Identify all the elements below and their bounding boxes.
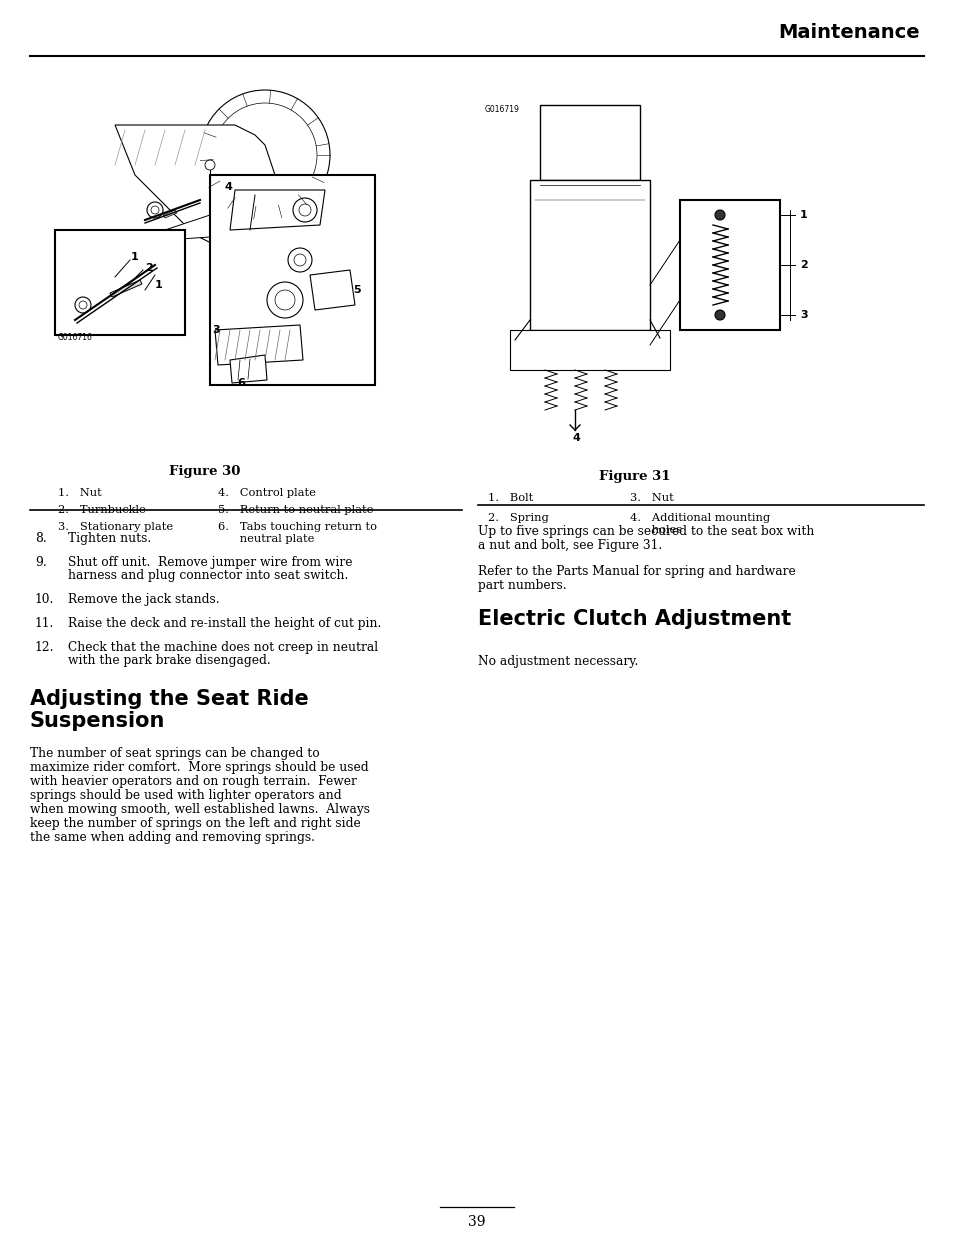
Polygon shape (165, 205, 250, 240)
Text: 2: 2 (800, 261, 807, 270)
Text: Electric Clutch Adjustment: Electric Clutch Adjustment (477, 609, 790, 629)
Text: Refer to the Parts Manual for spring and hardware: Refer to the Parts Manual for spring and… (477, 564, 795, 578)
Text: 12.: 12. (35, 641, 54, 655)
Polygon shape (310, 270, 355, 310)
Text: The number of seat springs can be changed to: The number of seat springs can be change… (30, 747, 319, 760)
Circle shape (151, 206, 159, 214)
Text: Maintenance: Maintenance (778, 23, 919, 42)
Circle shape (75, 296, 91, 312)
Text: Up to five springs can be secured to the seat box with: Up to five springs can be secured to the… (477, 525, 814, 538)
Polygon shape (230, 190, 325, 230)
Text: 1: 1 (154, 280, 163, 290)
Text: 10.: 10. (35, 593, 54, 606)
Text: 1: 1 (131, 252, 138, 262)
Text: 2: 2 (145, 263, 152, 273)
Text: 6.   Tabs touching return to: 6. Tabs touching return to (218, 522, 376, 532)
Circle shape (267, 282, 303, 317)
Text: No adjustment necessary.: No adjustment necessary. (477, 655, 638, 668)
Text: 4: 4 (225, 182, 233, 191)
Text: 6: 6 (236, 378, 245, 388)
Text: part numbers.: part numbers. (477, 579, 566, 592)
Text: 1: 1 (800, 210, 807, 220)
Text: holes: holes (629, 525, 681, 535)
Text: 3.   Stationary plate: 3. Stationary plate (58, 522, 172, 532)
Polygon shape (530, 180, 649, 330)
Text: 4.   Control plate: 4. Control plate (218, 488, 315, 498)
Text: G016716: G016716 (58, 333, 92, 342)
Circle shape (293, 198, 316, 222)
Text: neutral plate: neutral plate (218, 534, 314, 543)
Text: Check that the machine does not creep in neutral: Check that the machine does not creep in… (68, 641, 377, 655)
Text: with the park brake disengaged.: with the park brake disengaged. (68, 655, 271, 667)
Text: 9.: 9. (35, 556, 47, 569)
Polygon shape (210, 175, 375, 385)
Polygon shape (115, 125, 274, 245)
Text: 3: 3 (800, 310, 807, 320)
Text: 2.   Turnbuckle: 2. Turnbuckle (58, 505, 146, 515)
Polygon shape (539, 105, 639, 180)
Polygon shape (214, 325, 303, 366)
Text: 4: 4 (573, 433, 580, 443)
Polygon shape (679, 200, 780, 330)
Text: 3: 3 (212, 325, 219, 335)
Text: a nut and bolt, see Figure 31.: a nut and bolt, see Figure 31. (477, 538, 661, 552)
Text: Shut off unit.  Remove jumper wire from wire: Shut off unit. Remove jumper wire from w… (68, 556, 352, 569)
Circle shape (205, 161, 214, 170)
Text: when mowing smooth, well established lawns.  Always: when mowing smooth, well established law… (30, 803, 370, 816)
Circle shape (213, 103, 316, 207)
Text: 8.: 8. (35, 532, 47, 545)
Text: Remove the jack stands.: Remove the jack stands. (68, 593, 219, 606)
Circle shape (147, 203, 163, 219)
Text: maximize rider comfort.  More springs should be used: maximize rider comfort. More springs sho… (30, 761, 368, 774)
Circle shape (288, 248, 312, 272)
Text: 1.   Bolt: 1. Bolt (488, 493, 533, 503)
Text: Figure 30: Figure 30 (169, 466, 240, 478)
Polygon shape (110, 280, 142, 296)
Text: 5.   Return to neutral plate: 5. Return to neutral plate (218, 505, 373, 515)
Circle shape (294, 254, 306, 266)
Text: 39: 39 (468, 1215, 485, 1229)
Text: the same when adding and removing springs.: the same when adding and removing spring… (30, 831, 314, 844)
Text: Tighten nuts.: Tighten nuts. (68, 532, 152, 545)
Polygon shape (230, 354, 267, 383)
Text: G016719: G016719 (484, 105, 519, 114)
Text: harness and plug connector into seat switch.: harness and plug connector into seat swi… (68, 569, 348, 582)
Text: Suspension: Suspension (30, 711, 165, 731)
Circle shape (714, 210, 724, 220)
Circle shape (298, 204, 311, 216)
Text: with heavier operators and on rough terrain.  Fewer: with heavier operators and on rough terr… (30, 776, 356, 788)
Text: 3.   Nut: 3. Nut (629, 493, 673, 503)
Text: Raise the deck and re-install the height of cut pin.: Raise the deck and re-install the height… (68, 618, 381, 630)
Text: 1.   Nut: 1. Nut (58, 488, 102, 498)
Circle shape (714, 310, 724, 320)
Circle shape (200, 90, 330, 220)
Text: 4.   Additional mounting: 4. Additional mounting (629, 513, 769, 522)
Text: 11.: 11. (35, 618, 54, 630)
Text: 5: 5 (353, 285, 360, 295)
Text: Figure 31: Figure 31 (598, 471, 670, 483)
Text: keep the number of springs on the left and right side: keep the number of springs on the left a… (30, 818, 360, 830)
Text: springs should be used with lighter operators and: springs should be used with lighter oper… (30, 789, 341, 802)
Polygon shape (55, 230, 185, 335)
Text: 2.   Spring: 2. Spring (488, 513, 548, 522)
Circle shape (274, 290, 294, 310)
Text: Adjusting the Seat Ride: Adjusting the Seat Ride (30, 689, 309, 709)
Circle shape (79, 301, 87, 309)
Polygon shape (163, 210, 177, 219)
Polygon shape (510, 330, 669, 370)
